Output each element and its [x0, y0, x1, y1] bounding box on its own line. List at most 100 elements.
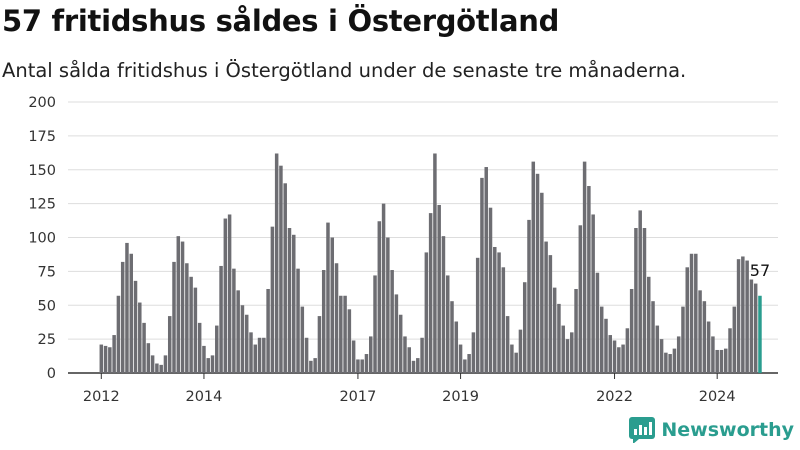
brand-name: Newsworthy: [661, 419, 794, 441]
bar: [356, 359, 360, 373]
bar: [689, 253, 694, 373]
bar: [638, 210, 642, 373]
bar: [463, 359, 467, 373]
bar: [681, 306, 685, 373]
x-tick-label: 2017: [339, 389, 376, 405]
bar: [420, 337, 424, 373]
bar: [578, 225, 583, 373]
bar: [99, 344, 104, 373]
bar: [172, 261, 176, 373]
bar: [736, 259, 741, 373]
bar: [236, 290, 240, 373]
bar: [373, 275, 377, 373]
bar: [749, 279, 754, 373]
bar: [664, 352, 668, 373]
x-tick-label: 2022: [596, 389, 633, 405]
bar: [685, 267, 689, 373]
x-tick-label: 2012: [83, 389, 120, 405]
bar: [257, 337, 262, 373]
bar: [129, 253, 133, 373]
y-tick-label: 100: [28, 231, 56, 247]
bar: [193, 287, 198, 373]
bar: [287, 228, 292, 373]
bars: [99, 153, 762, 374]
bar: [467, 354, 471, 373]
bar: [433, 153, 437, 373]
bar: [424, 252, 429, 373]
bar: [518, 329, 523, 373]
bar: [741, 256, 745, 373]
bar: [450, 301, 454, 373]
bar: [351, 340, 356, 373]
bar: [133, 280, 138, 373]
bar: [377, 221, 382, 373]
bar: [223, 218, 228, 373]
bar: [112, 335, 116, 373]
bar: [180, 241, 185, 373]
bar: [116, 295, 121, 373]
bar: [475, 257, 480, 373]
bar: [535, 173, 540, 373]
bar: [753, 283, 758, 373]
bar: [369, 336, 373, 373]
bar: [407, 347, 411, 373]
x-tick-label: 2024: [699, 389, 736, 405]
bar: [232, 268, 236, 373]
bar: [676, 336, 681, 373]
bar: [480, 177, 484, 373]
bar: [146, 343, 151, 373]
bar: [552, 287, 557, 373]
chart-title: 57 fritidshus såldes i Östergötland: [2, 4, 560, 38]
bar: [215, 325, 219, 373]
bar: [647, 276, 651, 373]
bar: [339, 295, 343, 373]
bar: [202, 345, 206, 373]
y-tick-label: 125: [28, 197, 56, 213]
bar: [557, 303, 561, 373]
bar: [698, 290, 702, 373]
bar: [540, 192, 544, 373]
bar: [159, 364, 163, 373]
bar: [694, 253, 698, 373]
bar: [629, 288, 634, 373]
bar: [317, 316, 322, 373]
bar: [411, 360, 416, 373]
bar: [138, 302, 142, 373]
y-tick-label: 50: [38, 298, 56, 314]
bar: [599, 306, 604, 373]
bar: [595, 272, 600, 373]
bar: [279, 165, 283, 373]
bar: [120, 261, 125, 373]
bar: [522, 282, 527, 373]
bar: [488, 207, 493, 373]
bar: [655, 325, 660, 373]
bar: [458, 344, 463, 373]
bar: [244, 314, 249, 373]
bar: [732, 306, 737, 373]
bar: [672, 348, 677, 373]
bar: [728, 328, 732, 373]
bar: [103, 345, 108, 373]
y-axis: 0 25 50 75 100 125 150 175 200: [28, 95, 56, 382]
bar: [163, 355, 168, 373]
y-tick-label: 150: [28, 163, 56, 179]
bar: [390, 270, 394, 373]
bar: [386, 237, 390, 373]
bar: [634, 228, 638, 373]
bar: [197, 322, 202, 373]
bar: [715, 349, 719, 373]
bar: [210, 355, 215, 373]
bar: [484, 167, 488, 373]
y-tick-label: 175: [28, 129, 56, 145]
bar: [176, 236, 181, 373]
bar: [360, 359, 364, 373]
bar: [711, 336, 715, 373]
bar: [745, 260, 749, 373]
x-axis: 2012 2014 2017 2019 2022 2024: [83, 373, 736, 405]
bar: [591, 214, 595, 373]
bar: [304, 337, 309, 373]
bar: [150, 355, 155, 373]
bar: [347, 309, 352, 373]
bar: [565, 339, 570, 374]
